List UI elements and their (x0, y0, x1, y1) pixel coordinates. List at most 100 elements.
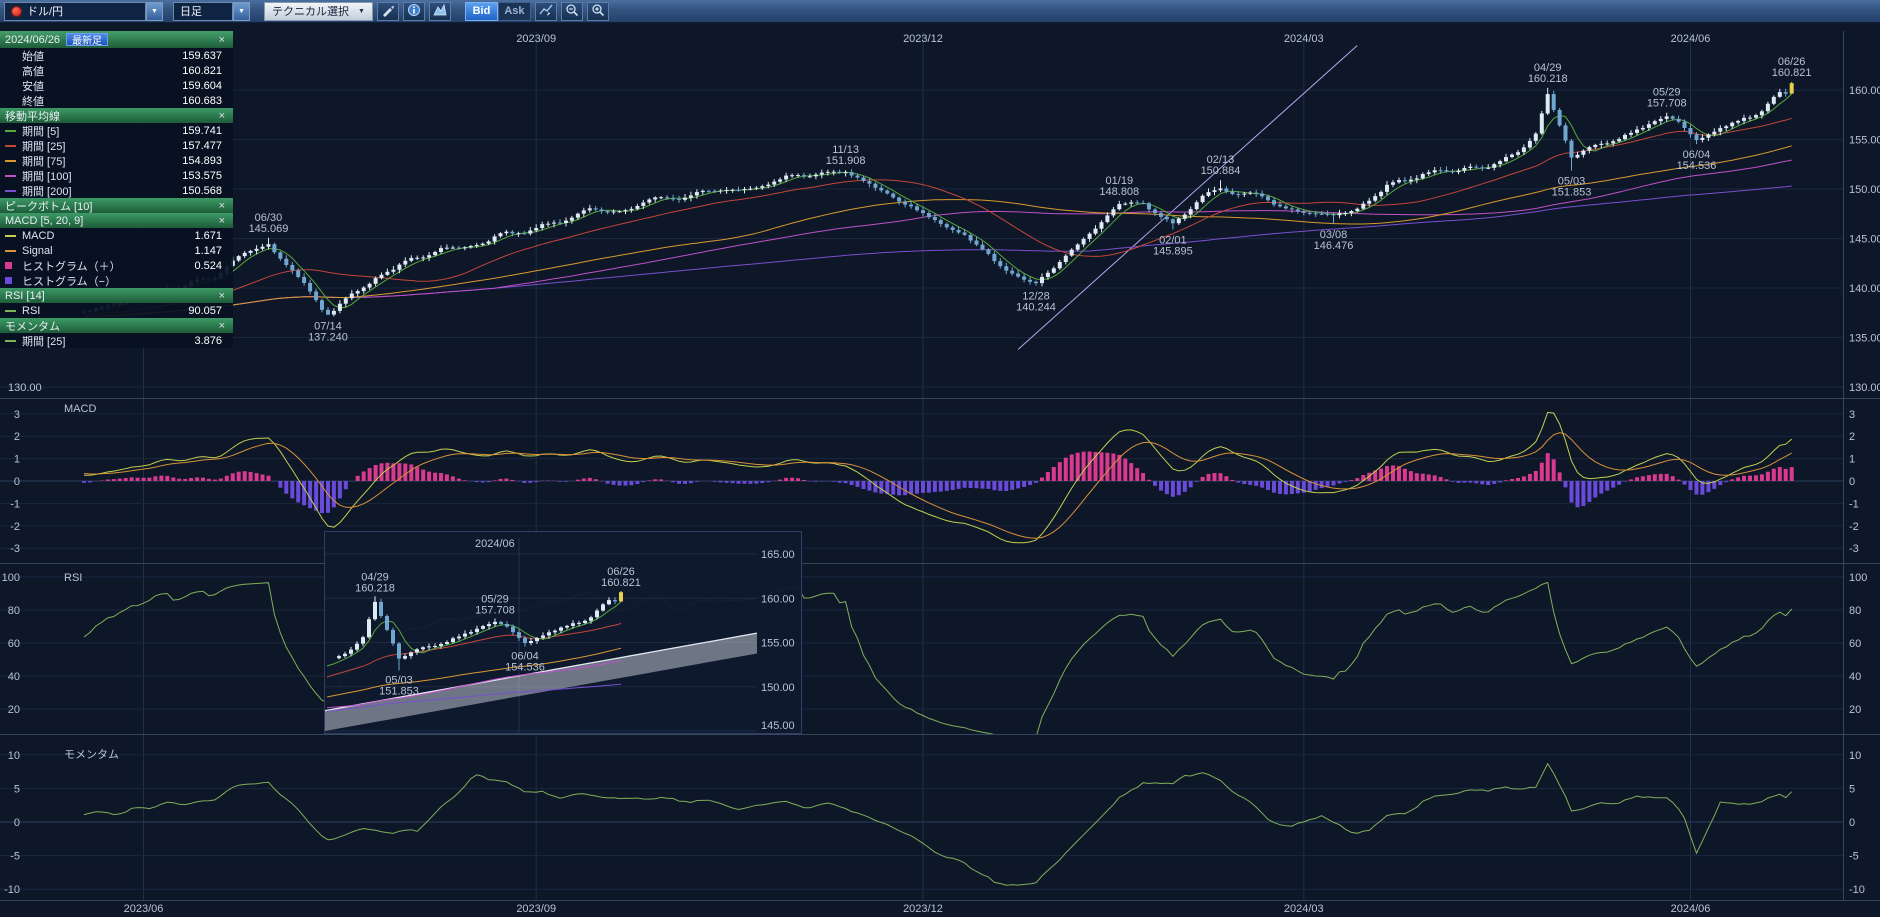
indicator-color-swatch (5, 277, 12, 284)
svg-text:160.00: 160.00 (761, 593, 795, 605)
svg-text:RSI: RSI (64, 572, 82, 584)
pair-label: ドル/円 (27, 6, 64, 18)
pair-flag-icon (11, 5, 22, 17)
close-section-button[interactable]: × (218, 214, 225, 227)
svg-text:150.884: 150.884 (1201, 165, 1241, 177)
close-section-button[interactable]: × (218, 199, 225, 212)
technical-select-label: テクニカル選択 (272, 6, 349, 18)
zoom-in-button[interactable] (586, 1, 609, 21)
zoom-out-icon (565, 3, 579, 20)
macd-lines (83, 411, 1793, 544)
svg-text:151.908: 151.908 (826, 155, 866, 167)
indicator-label: MACD (22, 229, 55, 242)
indicator-color-swatch (5, 262, 12, 269)
indicator-row: RSI 90.057 (0, 303, 233, 318)
section-header: 移動平均線 × (0, 108, 233, 123)
indicator-row: 期間 [5] 159.741 (0, 123, 233, 138)
svg-text:60: 60 (8, 638, 20, 650)
svg-text:0: 0 (14, 817, 20, 829)
svg-text:06/04: 06/04 (1683, 149, 1711, 161)
svg-text:05/29: 05/29 (481, 594, 509, 606)
svg-text:11/13: 11/13 (832, 144, 859, 156)
close-section-button[interactable]: × (218, 109, 225, 122)
svg-text:2024/06: 2024/06 (475, 538, 515, 550)
ohlc-row: 安値 159.604 (0, 78, 233, 93)
svg-text:03/08: 03/08 (1320, 229, 1348, 241)
latest-bar-date: 2024/06/26 (5, 33, 61, 46)
chart-type-button[interactable] (428, 1, 451, 21)
section-title: MACD [5, 20, 9] (5, 214, 84, 227)
svg-text:20: 20 (1849, 704, 1861, 716)
area-chart-icon (433, 3, 447, 20)
ask-toggle-button[interactable]: Ask (497, 1, 531, 21)
indicator-value: 0.524 (194, 259, 222, 272)
svg-text:100: 100 (2, 572, 20, 584)
svg-text:06/26: 06/26 (1778, 56, 1806, 68)
indicator-row: 期間 [75] 154.893 (0, 153, 233, 168)
indicator-value: 1.147 (194, 244, 222, 257)
bid-toggle-button[interactable]: Bid (464, 1, 498, 21)
indicator-color-swatch (5, 159, 16, 162)
svg-text:04/29: 04/29 (1534, 62, 1562, 74)
svg-text:-5: -5 (1849, 851, 1859, 863)
svg-text:-10: -10 (4, 884, 20, 896)
pencil-icon (381, 3, 395, 20)
svg-text:160.00: 160.00 (1849, 85, 1880, 97)
zoom-out-button[interactable] (560, 1, 583, 21)
section-header: ピークボトム [10] × (0, 198, 233, 213)
svg-text:3: 3 (1849, 409, 1855, 421)
svg-text:150.00: 150.00 (761, 682, 795, 694)
svg-text:2023/09: 2023/09 (516, 903, 556, 915)
close-section-button[interactable]: × (218, 289, 225, 302)
toolbar: ドル/円 ▼ 日足 ▼ テクニカル選択 ▼ Bid Ask (0, 0, 1880, 23)
timeframe-dropdown-button[interactable]: ▼ (233, 1, 250, 21)
svg-text:-5: -5 (10, 851, 20, 863)
indicator-value: 3.876 (194, 334, 222, 347)
info-button[interactable] (402, 1, 425, 21)
chart-area[interactable]: 06/30 145.069 07/14 137.240 11/13 151.908 12/2… (0, 23, 1880, 917)
svg-text:0: 0 (14, 476, 20, 488)
svg-text:148.808: 148.808 (1099, 186, 1139, 198)
svg-text:155.00: 155.00 (761, 638, 795, 650)
indicator-color-swatch (5, 189, 16, 192)
ohlc-label: 始値 (22, 50, 44, 63)
svg-text:157.708: 157.708 (1647, 98, 1687, 110)
chart-tool-button[interactable] (534, 1, 557, 21)
svg-text:154.536: 154.536 (505, 662, 545, 674)
svg-text:2024/03: 2024/03 (1284, 903, 1324, 915)
svg-text:04/29: 04/29 (361, 571, 389, 583)
svg-text:2024/06: 2024/06 (1671, 903, 1711, 915)
indicator-color-swatch (5, 249, 16, 252)
ohlc-value: 159.604 (182, 79, 222, 92)
svg-text:2024/03: 2024/03 (1284, 33, 1324, 45)
section-header: MACD [5, 20, 9] × (0, 213, 233, 228)
draw-tool-button[interactable] (376, 1, 399, 21)
momentum-line (83, 762, 1793, 886)
indicator-label: ヒストグラム（＋） (22, 260, 121, 273)
pair-dropdown-button[interactable]: ▼ (146, 1, 163, 21)
timeframe-selector[interactable]: 日足 (173, 1, 233, 21)
inset-candlesticks (337, 591, 623, 671)
svg-text:100: 100 (1849, 572, 1867, 584)
swatch-spacer (5, 85, 16, 87)
technical-select-button[interactable]: テクニカル選択 ▼ (264, 1, 373, 21)
zoom-in-icon (591, 3, 605, 20)
zoom-inset-window[interactable]: 04/29 160.218 05/03 151.853 05/29 157.708 06/0… (324, 531, 802, 734)
moving-average-lines (83, 93, 1793, 318)
indicator-color-swatch (5, 174, 16, 177)
svg-text:145.00: 145.00 (1849, 234, 1880, 246)
pair-selector[interactable]: ドル/円 (4, 1, 146, 21)
svg-text:130.00: 130.00 (8, 382, 42, 394)
swatch-spacer (5, 100, 16, 102)
close-latest-bar-button[interactable]: × (218, 33, 225, 46)
indicator-label: 期間 [200] (22, 185, 72, 198)
close-section-button[interactable]: × (218, 319, 225, 332)
svg-text:MACD: MACD (64, 403, 96, 415)
indicator-row: 期間 [25] 157.477 (0, 138, 233, 153)
section-title: RSI [14] (5, 289, 45, 302)
indicator-color-swatch (5, 339, 16, 342)
ohlc-value: 160.683 (182, 94, 222, 107)
